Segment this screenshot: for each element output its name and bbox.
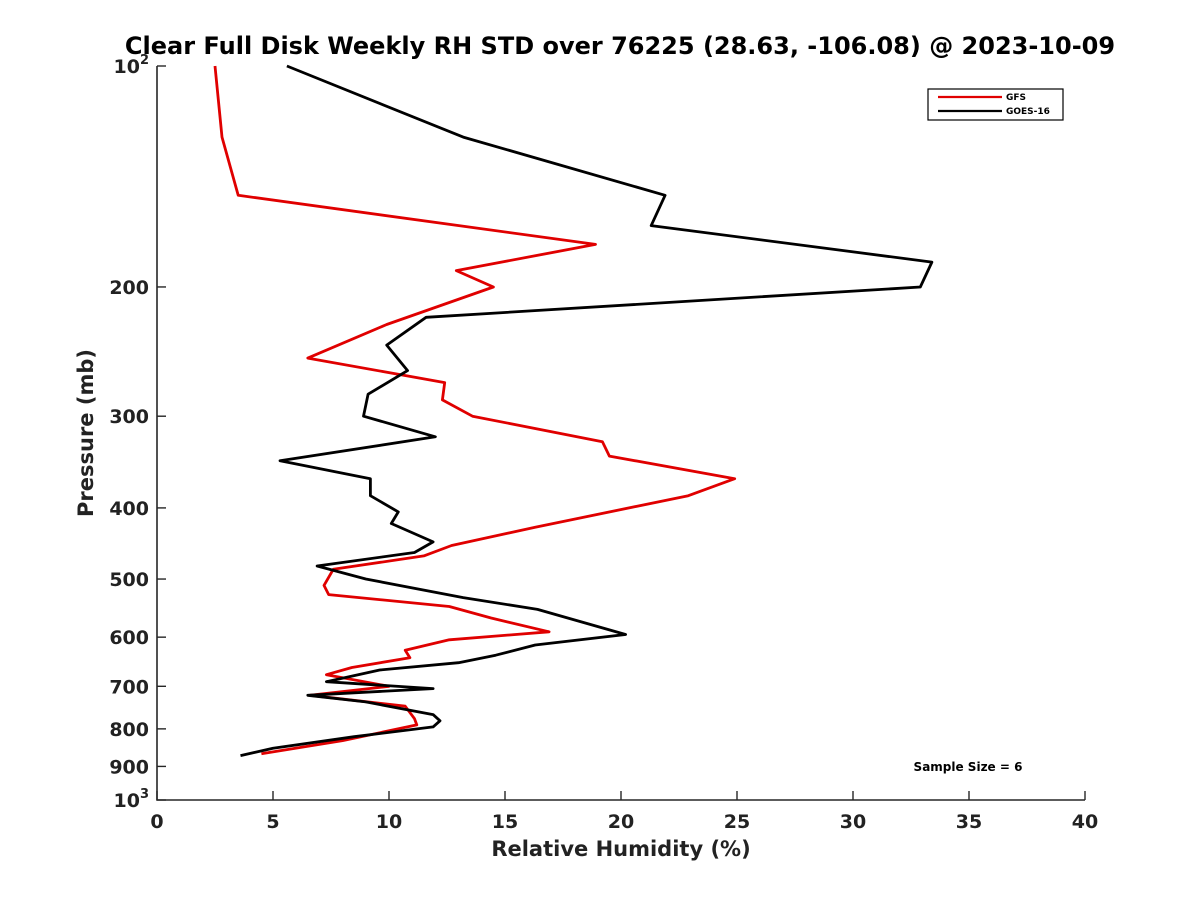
- legend-label-gfs: GFS: [1006, 93, 1026, 103]
- y-tick-label: 700: [109, 676, 149, 698]
- series-line-gfs: [213, 65, 737, 756]
- x-axis-ticks: 0 5 10 15 20 25 30 35 40: [150, 791, 1098, 833]
- y-tick-label: 200: [109, 277, 149, 299]
- x-tick-label: 10: [376, 811, 402, 833]
- y-tick-label: 300: [109, 406, 149, 428]
- x-tick-label: 20: [608, 811, 634, 833]
- x-tick-label: 40: [1072, 811, 1098, 833]
- legend: GFS GOES-16: [927, 88, 1064, 121]
- y-tick-label: 400: [109, 498, 149, 520]
- series-line-goes16: [240, 64, 934, 757]
- x-tick-label: 35: [956, 811, 982, 833]
- y-tick-label: 800: [109, 719, 149, 741]
- y-axis-ticks: 102 200 300 400 500 600 700 800 900 103: [109, 53, 166, 812]
- y-tick-label: 600: [109, 627, 149, 649]
- x-axis-label: Relative Humidity (%): [491, 837, 750, 861]
- chart-title: Clear Full Disk Weekly RH STD over 76225…: [125, 32, 1115, 60]
- sample-size-annotation: Sample Size = 6: [914, 760, 1023, 774]
- legend-box: [927, 88, 1064, 121]
- plot-lines: [213, 64, 934, 757]
- y-tick-label: 102: [114, 53, 150, 78]
- y-tick-label: 103: [114, 787, 150, 812]
- x-tick-label: 0: [150, 811, 163, 833]
- legend-label-goes16: GOES-16: [1006, 107, 1050, 117]
- x-tick-label: 5: [266, 811, 279, 833]
- x-tick-label: 15: [492, 811, 518, 833]
- y-axis-label: Pressure (mb): [74, 349, 98, 517]
- x-tick-label: 25: [724, 811, 750, 833]
- y-tick-label: 500: [109, 569, 149, 591]
- x-tick-label: 30: [840, 811, 866, 833]
- y-tick-label: 900: [109, 756, 149, 778]
